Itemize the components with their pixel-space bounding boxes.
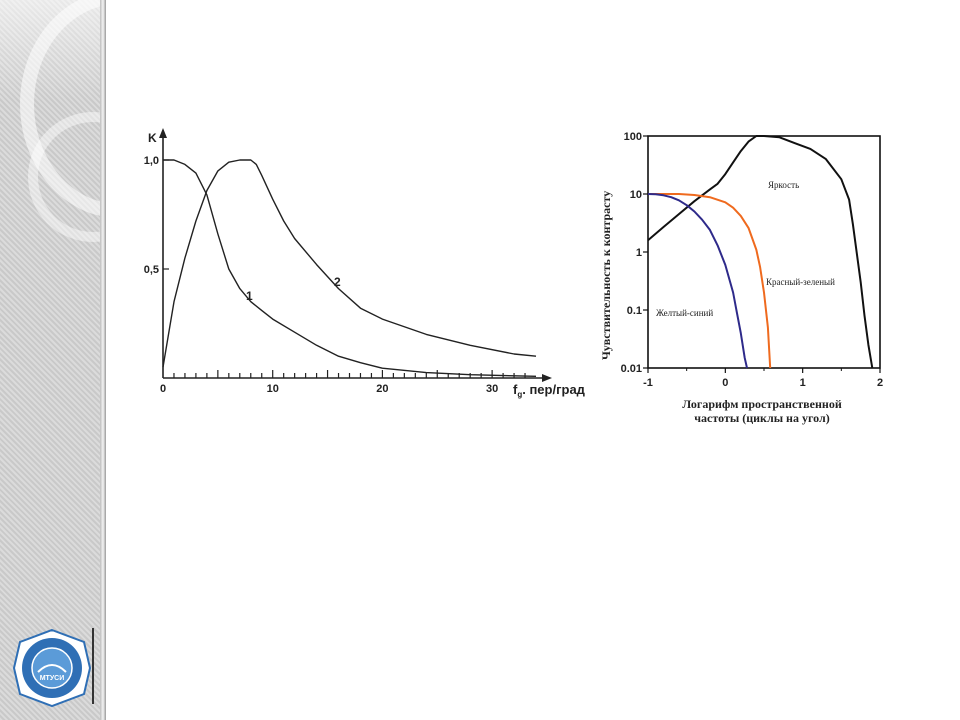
- mtf-chart-series: [162, 159, 537, 377]
- mtf-y-tick-label: 0,5: [144, 264, 159, 276]
- university-logo: МТУСИ: [12, 628, 92, 708]
- csf-series-yellow-blue-line: [647, 193, 748, 369]
- csf-series-label-luminance: Яркость: [768, 180, 799, 190]
- mtf-x-axis-label-main: f: [513, 382, 518, 397]
- csf-chart-series: [647, 135, 874, 369]
- decorative-ring-small: [28, 112, 118, 242]
- mtf-x-tick-label: 10: [267, 383, 279, 395]
- csf-series-red-green-line: [648, 193, 772, 369]
- mtf-x-tick-label: 20: [376, 383, 388, 395]
- csf-chart-ticks: -1 0 1 2 0.01 0.1 1 10 100: [621, 131, 883, 389]
- mtf-series-2-line: [162, 159, 537, 368]
- csf-y-axis-label: Чувствительность к контрасту: [599, 191, 613, 360]
- csf-series-luminance-line: [647, 135, 874, 369]
- csf-series-label-red-green: Красный-зеленый: [766, 277, 835, 287]
- mtf-chart-ticks: 0 10 20 300,51,0: [144, 155, 526, 395]
- csf-plot-frame: [647, 135, 881, 369]
- mtf-x-tick-label: 30: [486, 383, 498, 395]
- csf-y-tick-label: 0.1: [627, 305, 642, 317]
- csf-y-tick-label: 100: [624, 131, 642, 143]
- csf-x-axis-label-line2: частоты (циклы на угол): [694, 411, 829, 425]
- mtf-x-axis-label: fg. пер/град: [513, 382, 586, 399]
- mtf-x-axis-arrow: [542, 374, 552, 382]
- csf-x-tick-label: 1: [800, 377, 806, 389]
- mtf-series-label-1: 1: [246, 289, 253, 303]
- mtf-series-label-2: 2: [334, 275, 341, 289]
- logo-divider: [92, 628, 94, 704]
- csf-y-tick-label: 10: [630, 189, 642, 201]
- mtf-chart-axes: [159, 128, 552, 382]
- csf-x-tick-label: -1: [643, 377, 653, 389]
- csf-series-label-yellow-blue: Желтый-синий: [656, 308, 713, 318]
- csf-x-tick-label: 2: [877, 377, 883, 389]
- sidebar-edge: [100, 0, 106, 720]
- mtf-series-1-line: [163, 159, 537, 377]
- csf-y-tick-label: 1: [636, 247, 642, 259]
- mtf-x-axis-label-rest: . пер/град: [522, 382, 585, 397]
- csf-x-tick-label: 0: [722, 377, 728, 389]
- logo-text: МТУСИ: [40, 675, 65, 682]
- csf-y-tick-label: 0.01: [621, 363, 642, 375]
- mtf-x-axis-label-sub: g: [517, 390, 522, 399]
- mtf-x-tick-label: 0: [160, 383, 166, 395]
- mtf-y-axis-arrow: [159, 128, 167, 138]
- csf-x-axis-label-line1: Логарифм пространственной: [682, 397, 842, 411]
